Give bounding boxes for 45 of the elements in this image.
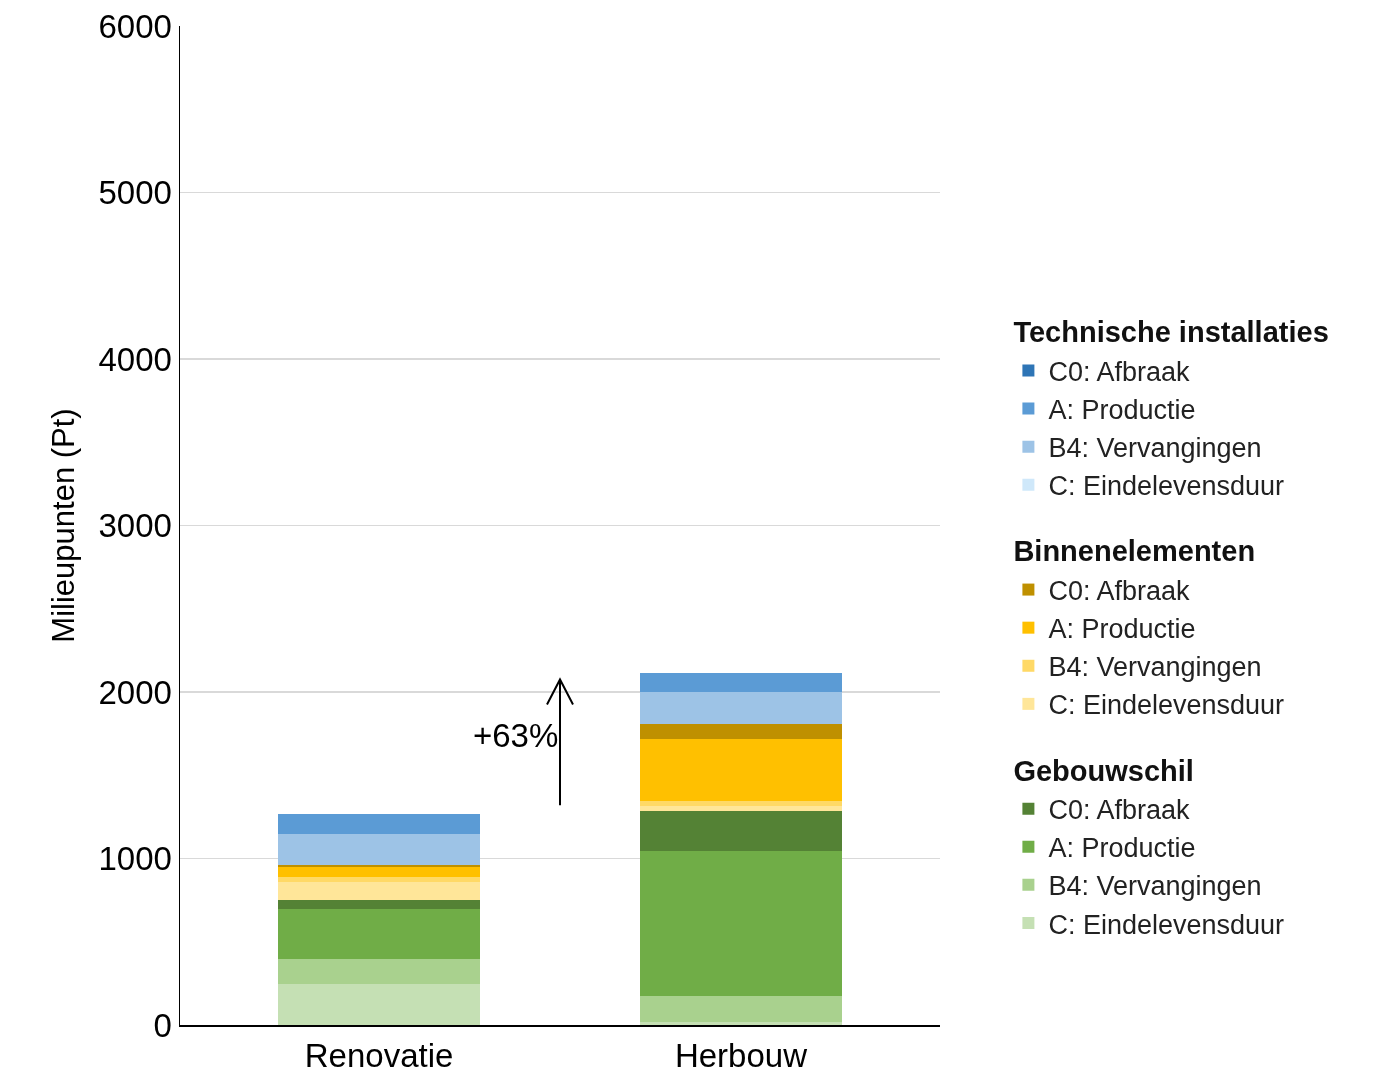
legend-label: B4: Vervangingen [1048,433,1262,464]
legend-label: B4: Vervangingen [1048,652,1262,683]
bar [277,814,481,834]
bar [277,833,481,866]
bar [639,1021,843,1025]
bar [277,984,481,1025]
legend-label: C: Eindelevensduur [1048,909,1285,940]
y-tick-label: 4000 [98,340,172,378]
y-tick-label: 2000 [98,673,172,711]
bar [277,881,481,901]
text: Binnenelementen [1013,535,1256,568]
y-tick-label: 5000 [98,174,172,212]
text: Technische installaties [1013,316,1329,349]
bar [277,866,481,877]
legend-label: B4: Vervangingen [1048,871,1262,902]
legend-label: C0: Afbraak [1048,795,1190,826]
legend-label: C0: Afbraak [1048,357,1190,387]
x-tick-label: Herbouw [674,1036,808,1074]
y-axis-title: Milieupunten (Pt) [46,408,82,643]
y-tick-label: 3000 [98,507,172,545]
y-tick-label: 1000 [98,840,172,878]
bar [639,692,843,724]
bar [639,806,843,812]
bar [639,851,843,996]
legend-label: A: Productie [1048,833,1196,864]
bar [277,909,481,960]
bar [277,959,481,985]
y-tick-label: 6000 [98,7,172,45]
x-tick-label: Renovatie [304,1036,454,1074]
legend-label: A: Productie [1048,395,1196,426]
text: Gebouwschil [1013,754,1194,787]
bar [277,900,481,910]
bar [639,995,843,1022]
bar [639,801,843,807]
legend-label: C: Eindelevensduur [1048,471,1285,502]
bar [639,672,843,692]
legend-label: C: Eindelevensduur [1048,690,1285,721]
legend-label: A: Productie [1048,614,1196,645]
annotation: +63% [473,717,559,754]
y-tick-label: 0 [153,1006,172,1044]
legend-label: C0: Afbraak [1048,576,1190,607]
bar [639,811,843,852]
bar [639,738,843,802]
bar [277,876,481,882]
bar [639,723,843,739]
